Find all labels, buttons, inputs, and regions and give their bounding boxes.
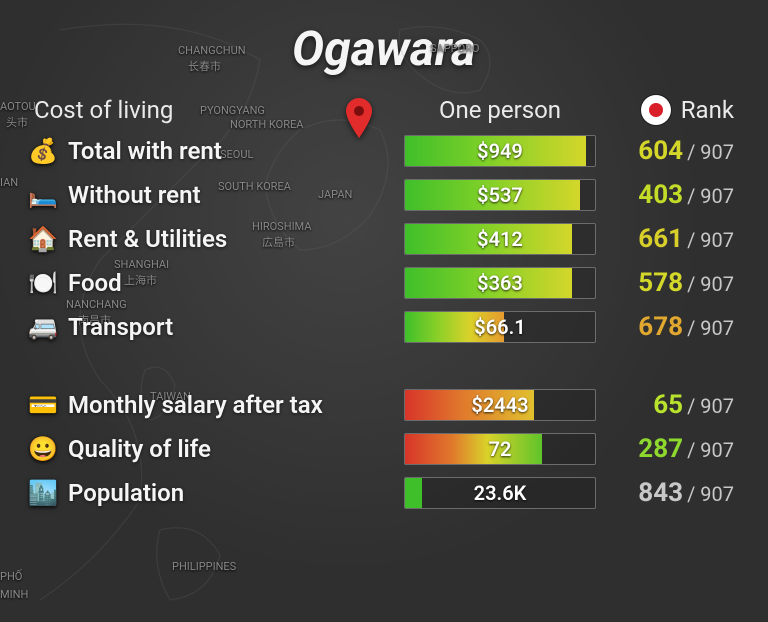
metric-row: 🏙️ Population 23.6K 843 / 907 bbox=[28, 477, 740, 509]
rank-total: / 907 bbox=[687, 316, 734, 340]
metric-value: $363 bbox=[405, 268, 595, 298]
rank-number: 604 bbox=[638, 136, 683, 166]
metric-rank: 287 / 907 bbox=[612, 434, 740, 464]
metric-icon: 💰 bbox=[28, 137, 58, 165]
rank-number: 403 bbox=[638, 180, 683, 210]
metric-label: 🍽️ Food bbox=[28, 269, 388, 297]
metric-icon: 🏙️ bbox=[28, 479, 58, 507]
metric-rank: 578 / 907 bbox=[612, 268, 740, 298]
metric-value: $66.1 bbox=[405, 312, 595, 342]
page-title: Ogawara bbox=[0, 0, 768, 77]
metric-value: $537 bbox=[405, 180, 595, 210]
metric-bar: $2443 bbox=[404, 389, 596, 421]
metric-value: 72 bbox=[405, 434, 595, 464]
rank-number: 661 bbox=[638, 224, 683, 254]
metric-row: 🛏️ Without rent $537 403 / 907 bbox=[28, 179, 740, 211]
rank-total: / 907 bbox=[687, 140, 734, 164]
metric-icon: 🛏️ bbox=[28, 181, 58, 209]
metric-label-text: Total with rent bbox=[68, 137, 222, 165]
metric-icon: 🏠 bbox=[28, 225, 58, 253]
rank-total: / 907 bbox=[687, 482, 734, 506]
metric-rank: 843 / 907 bbox=[612, 478, 740, 508]
metric-icon: 🍽️ bbox=[28, 269, 58, 297]
metric-bar: $537 bbox=[404, 179, 596, 211]
metric-bar: 72 bbox=[404, 433, 596, 465]
metric-row: 😀 Quality of life 72 287 / 907 bbox=[28, 433, 740, 465]
section-spacer bbox=[28, 355, 740, 377]
header-cost-of-living: Cost of living bbox=[28, 96, 388, 124]
metric-rank: 661 / 907 bbox=[612, 224, 740, 254]
metric-bar: $66.1 bbox=[404, 311, 596, 343]
map-label: PHILIPPINES bbox=[172, 560, 236, 573]
metric-row: 🍽️ Food $363 578 / 907 bbox=[28, 267, 740, 299]
rank-total: / 907 bbox=[687, 184, 734, 208]
metric-label: 🏠 Rent & Utilities bbox=[28, 225, 388, 253]
metric-value: $2443 bbox=[405, 390, 595, 420]
metric-label-text: Food bbox=[68, 269, 122, 297]
rank-number: 65 bbox=[653, 390, 683, 420]
metric-bar: $363 bbox=[404, 267, 596, 299]
map-label: MINH bbox=[0, 588, 28, 601]
metric-label-text: Transport bbox=[68, 313, 173, 341]
rank-total: / 907 bbox=[687, 228, 734, 252]
metric-label-text: Monthly salary after tax bbox=[68, 391, 323, 419]
header-one-person: One person bbox=[404, 96, 596, 124]
metric-label: 🚐 Transport bbox=[28, 313, 388, 341]
metric-value: $949 bbox=[405, 136, 595, 166]
metric-label-text: Rent & Utilities bbox=[68, 225, 227, 253]
metric-label: 💳 Monthly salary after tax bbox=[28, 391, 388, 419]
metric-bar: $949 bbox=[404, 135, 596, 167]
metric-bar: $412 bbox=[404, 223, 596, 255]
rank-number: 678 bbox=[638, 312, 683, 342]
metric-icon: 😀 bbox=[28, 435, 58, 463]
metric-row: 🚐 Transport $66.1 678 / 907 bbox=[28, 311, 740, 343]
metric-value: 23.6K bbox=[405, 478, 595, 508]
metric-rank: 678 / 907 bbox=[612, 312, 740, 342]
rank-total: / 907 bbox=[687, 272, 734, 296]
metric-label-text: Without rent bbox=[68, 181, 201, 209]
column-headers: Cost of living One person Rank bbox=[28, 95, 740, 125]
rank-total: / 907 bbox=[687, 438, 734, 462]
metric-label: 😀 Quality of life bbox=[28, 435, 388, 463]
metric-rank: 403 / 907 bbox=[612, 180, 740, 210]
metric-rank: 65 / 907 bbox=[612, 390, 740, 420]
metric-label-text: Quality of life bbox=[68, 435, 211, 463]
metric-icon: 💳 bbox=[28, 391, 58, 419]
rank-number: 287 bbox=[638, 434, 683, 464]
metric-label: 💰 Total with rent bbox=[28, 137, 388, 165]
metric-row: 💰 Total with rent $949 604 / 907 bbox=[28, 135, 740, 167]
metric-label: 🛏️ Without rent bbox=[28, 181, 388, 209]
metric-icon: 🚐 bbox=[28, 313, 58, 341]
rank-number: 843 bbox=[638, 478, 683, 508]
metric-label: 🏙️ Population bbox=[28, 479, 388, 507]
metric-row: 🏠 Rent & Utilities $412 661 / 907 bbox=[28, 223, 740, 255]
metric-bar: 23.6K bbox=[404, 477, 596, 509]
rank-total: / 907 bbox=[687, 394, 734, 418]
metric-row: 💳 Monthly salary after tax $2443 65 / 907 bbox=[28, 389, 740, 421]
metric-label-text: Population bbox=[68, 479, 184, 507]
location-pin-icon bbox=[346, 98, 372, 138]
rank-number: 578 bbox=[638, 268, 683, 298]
metric-value: $412 bbox=[405, 224, 595, 254]
japan-flag-icon bbox=[641, 95, 671, 125]
metric-rank: 604 / 907 bbox=[612, 136, 740, 166]
header-rank: Rank bbox=[681, 96, 734, 124]
map-label: PHỐ bbox=[0, 570, 22, 583]
